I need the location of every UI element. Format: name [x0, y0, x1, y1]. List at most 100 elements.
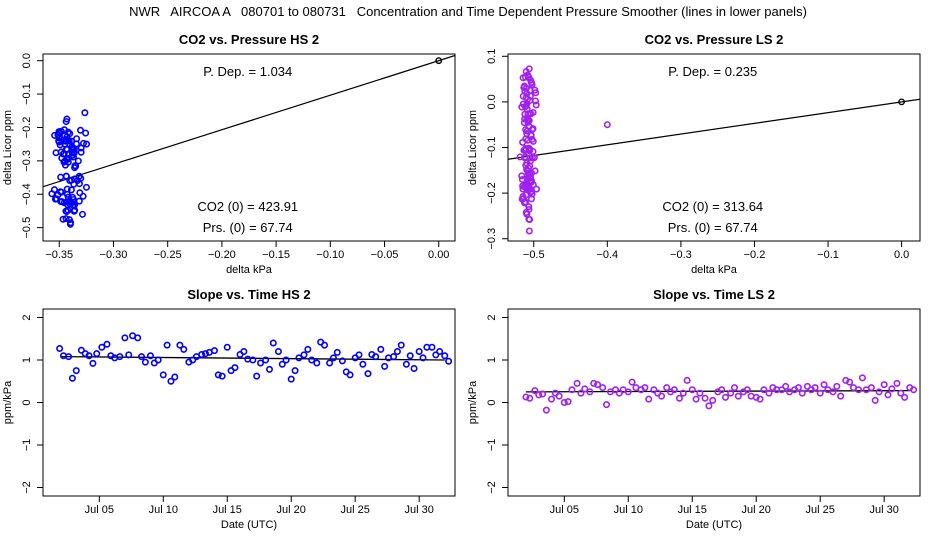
data-point	[524, 136, 532, 144]
plot-frame	[42, 308, 456, 497]
data-point	[63, 208, 71, 216]
data-point	[138, 353, 146, 361]
data-point	[521, 199, 529, 207]
data-point	[65, 353, 73, 361]
data-layer	[508, 65, 920, 235]
data-point	[103, 340, 111, 348]
data-point	[829, 388, 837, 396]
data-point	[189, 356, 197, 364]
data-point	[675, 394, 683, 402]
data-point	[171, 373, 179, 381]
data-point	[531, 387, 539, 395]
data-point	[278, 360, 286, 368]
data-point	[338, 357, 346, 365]
x-axis-label: delta kPa	[226, 264, 273, 276]
data-point	[163, 341, 171, 349]
data-point	[253, 372, 261, 380]
pressure-dependence-label: P. Dep. = 0.235	[668, 64, 757, 79]
x-tick-label: Jul 05	[550, 504, 579, 516]
data-point	[722, 393, 730, 401]
data-point	[390, 353, 398, 361]
pressure-zero-label: Prs. (0) = 67.74	[668, 220, 758, 235]
data-point	[64, 158, 72, 166]
data-point	[548, 395, 556, 403]
data-point	[529, 181, 537, 189]
data-point	[727, 389, 735, 397]
y-tick-label: −0.1	[21, 83, 33, 105]
data-point	[628, 378, 636, 386]
data-point	[871, 396, 879, 404]
data-point	[897, 389, 905, 397]
data-point	[141, 358, 149, 366]
data-point	[82, 129, 90, 137]
data-point	[98, 343, 106, 351]
data-point	[586, 388, 594, 396]
y-tick-label: −0.3	[21, 150, 33, 172]
x-tick-label: Jul 15	[213, 504, 242, 516]
data-point	[432, 351, 440, 359]
fit-line	[508, 98, 920, 160]
data-point	[55, 129, 63, 137]
panel-co2-pressure-hs2: CO2 vs. Pressure HS 2 −0.35 −0.30 −0.25 −0.2…	[2, 32, 456, 276]
y-tick-label: 0.0	[21, 53, 33, 68]
data-point	[564, 398, 572, 406]
data-point	[555, 392, 563, 400]
data-point	[522, 68, 530, 76]
data-point	[709, 396, 717, 404]
data-point	[798, 389, 806, 397]
data-point	[526, 394, 534, 402]
data-point	[519, 185, 527, 193]
data-point	[884, 391, 892, 399]
data-point	[670, 386, 678, 394]
y-tick-label: 0.1	[486, 49, 498, 64]
data-point	[528, 187, 536, 195]
data-layer	[43, 54, 455, 228]
x-tick-label: −0.3	[670, 249, 692, 261]
panel-title: Slope vs. Time HS 2	[187, 287, 310, 302]
data-point	[231, 364, 239, 372]
data-point	[525, 227, 533, 235]
data-point	[833, 382, 841, 390]
y-tick-label: −0.2	[486, 182, 498, 204]
data-point	[705, 402, 713, 410]
data-point	[333, 348, 341, 356]
data-point	[522, 209, 530, 217]
data-point	[875, 388, 883, 396]
y-tick-label: −2	[486, 481, 498, 494]
data-point	[811, 384, 819, 392]
y-tick-label: −0.5	[21, 217, 33, 239]
y-tick-label: 1	[486, 357, 498, 363]
y-tick-label: −0.1	[486, 137, 498, 159]
data-point	[683, 376, 691, 384]
data-point	[377, 345, 385, 353]
data-point	[78, 210, 86, 218]
x-tick-label: −0.25	[154, 249, 182, 261]
data-point	[67, 219, 75, 227]
y-tick-label: −1	[21, 439, 33, 452]
data-point	[57, 188, 65, 196]
x-axis-label: Date (UTC)	[686, 519, 742, 531]
data-point	[542, 406, 550, 414]
data-point	[55, 137, 63, 145]
data-point	[167, 377, 175, 385]
panel-title: CO2 vs. Pressure HS 2	[179, 32, 319, 47]
data-point	[532, 89, 540, 97]
data-point	[308, 356, 316, 364]
data-point	[249, 356, 257, 364]
x-tick-label: Jul 30	[869, 504, 898, 516]
data-point	[70, 198, 78, 206]
data-point	[48, 190, 56, 198]
data-point	[599, 384, 607, 392]
data-point	[756, 395, 764, 403]
data-point	[782, 382, 790, 390]
data-point	[520, 82, 528, 90]
data-point	[816, 389, 824, 397]
x-tick-label: −0.2	[744, 249, 766, 261]
data-point	[692, 395, 700, 403]
data-point	[201, 350, 209, 358]
data-point	[521, 103, 529, 111]
data-point	[180, 345, 188, 353]
data-point	[77, 346, 85, 354]
data-point	[734, 392, 742, 400]
data-point	[522, 191, 530, 199]
